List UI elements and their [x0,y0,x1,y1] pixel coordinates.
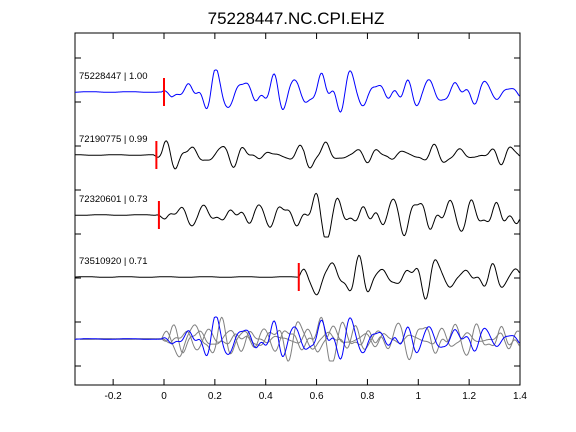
stack-overlay-trace [74,316,383,362]
x-tick-label: 0.4 [259,391,273,402]
waveform-trace [74,192,520,238]
x-tick-label: 0.8 [360,391,374,402]
chart-title: 75228447.NC.CPI.EHZ [208,9,385,28]
plot-area: -0.2 0 0.2 0.4 0.6 0.8 1 1.2 1.4 75228447 | 1.00… [74,32,528,402]
waveform-trace [75,140,520,170]
x-tick-label: 1 [416,391,422,402]
tick-marks [75,33,521,385]
x-tick-labels: -0.2 0 0.2 0.4 0.6 0.8 1 1.2 1.4 [105,391,528,402]
x-tick-label: 1.4 [513,391,527,402]
trace-label: 75228447 | 1.00 [79,71,148,82]
trace-label: 73510920 | 0.71 [79,256,148,267]
x-tick-label: 0.2 [208,391,222,402]
plot-frame [74,32,521,386]
x-tick-label: 0 [161,391,167,402]
trace-label: 72320601 | 0.73 [79,194,148,205]
waveform-trace [75,69,520,113]
x-tick-label: 0.6 [310,391,324,402]
trace-label-group: 75228447 | 1.00 72190775 | 0.99 72320601 |… [79,71,148,267]
trace-label: 72190775 | 0.99 [79,134,148,145]
waveform-trace [75,254,520,300]
x-tick-label: -0.2 [105,391,123,402]
stack-reference-trace [75,316,520,360]
trace-group [74,69,520,362]
x-tick-label: 1.2 [462,391,476,402]
